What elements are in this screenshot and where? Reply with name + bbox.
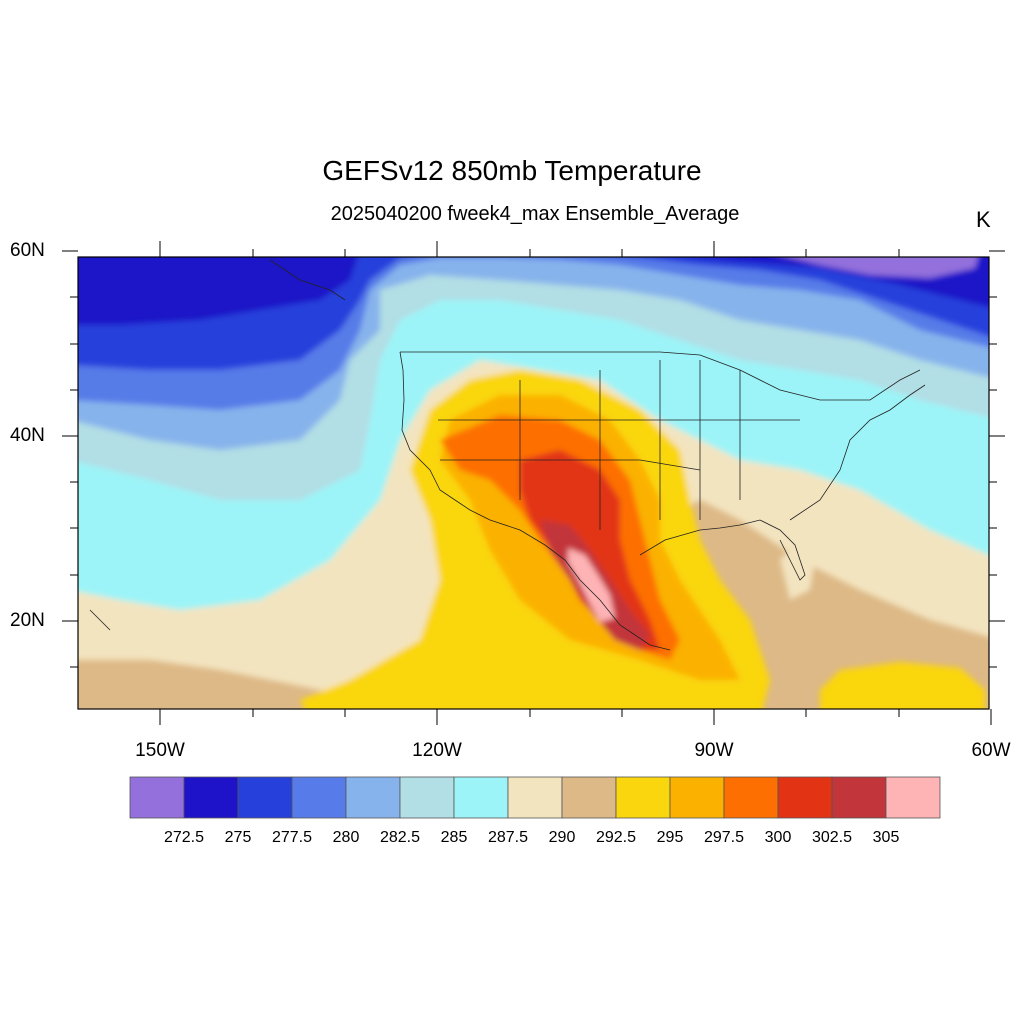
colorbar-tick-label: 277.5: [271, 829, 313, 846]
colorbar-swatch: [453, 776, 509, 819]
colorbar-swatch: [561, 776, 617, 819]
colorbar-tick-label: 272.5: [163, 829, 205, 846]
lon-label-150w: 150W: [135, 740, 185, 761]
colorbar-tick-label: 287.5: [487, 829, 529, 846]
colorbar-swatch: [777, 776, 833, 819]
colorbar-tick-label: 295: [656, 829, 684, 846]
lat-label-60n: 60N: [10, 240, 45, 261]
colorbar: [129, 776, 941, 819]
colorbar-swatch: [669, 776, 725, 819]
lat-label-20n: 20N: [10, 610, 45, 631]
lon-label-60w: 60W: [971, 740, 1011, 761]
colorbar-swatch: [129, 776, 185, 819]
colorbar-tick-label: 285: [440, 829, 468, 846]
colorbar-tick-label: 290: [548, 829, 576, 846]
colorbar-swatch: [507, 776, 563, 819]
colorbar-swatch: [885, 776, 941, 819]
colorbar-swatch: [291, 776, 347, 819]
colorbar-tick-label: 292.5: [595, 829, 637, 846]
lon-label-120w: 120W: [412, 740, 462, 761]
colorbar-swatch: [345, 776, 401, 819]
colorbar-swatch: [237, 776, 293, 819]
colorbar-tick-label: 300: [764, 829, 792, 846]
colorbar-swatch: [183, 776, 239, 819]
colorbar-swatch: [615, 776, 671, 819]
colorbar-tick-label: 280: [332, 829, 360, 846]
coastlines: [89, 259, 926, 651]
colorbar-tick-label: 275: [224, 829, 252, 846]
temperature-contours: [78, 257, 989, 709]
colorbar-swatch: [831, 776, 887, 819]
lon-label-90w: 90W: [694, 740, 734, 761]
units-label: K: [976, 207, 991, 232]
colorbar-tick-label: 297.5: [703, 829, 745, 846]
colorbar-tick-label: 305: [872, 829, 900, 846]
chart-title: GEFSv12 850mb Temperature: [322, 155, 702, 186]
chart-subtitle: 2025040200 fweek4_max Ensemble_Average: [330, 203, 740, 225]
colorbar-swatch: [399, 776, 455, 819]
lat-label-40n: 40N: [10, 425, 45, 446]
axis-ticks: [62, 241, 1005, 725]
colorbar-tick-label: 282.5: [379, 829, 421, 846]
map-frame: [77, 256, 990, 710]
colorbar-tick-label: 302.5: [811, 829, 853, 846]
colorbar-swatch: [723, 776, 779, 819]
